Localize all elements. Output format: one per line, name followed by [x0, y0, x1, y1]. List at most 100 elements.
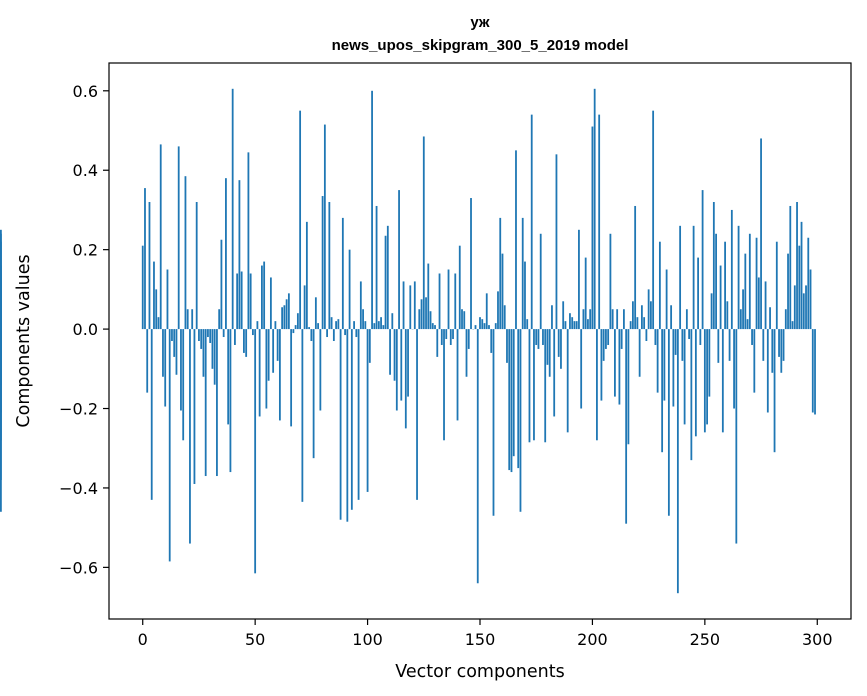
bar	[373, 323, 376, 330]
bar	[670, 305, 673, 330]
bar	[454, 273, 457, 330]
bar	[557, 329, 560, 357]
x-tick-label: 100	[352, 630, 383, 649]
bar	[717, 329, 720, 363]
y-tick-label: −0.2	[59, 400, 98, 419]
bar	[398, 190, 400, 330]
bar	[485, 293, 488, 330]
bar	[418, 309, 421, 330]
y-tick-label: 0.2	[73, 241, 98, 260]
bar	[787, 253, 789, 330]
bar	[247, 152, 250, 330]
bar	[386, 225, 389, 330]
bar	[656, 329, 659, 393]
bar	[425, 297, 427, 330]
bar	[805, 285, 807, 330]
bar	[305, 221, 308, 330]
bar	[195, 202, 198, 330]
bar	[243, 329, 245, 353]
bar	[526, 319, 529, 330]
bar	[658, 241, 661, 330]
x-tick-label: 300	[802, 630, 833, 649]
bar	[730, 209, 733, 330]
bar	[755, 237, 758, 330]
bar	[492, 329, 495, 516]
bar	[229, 329, 232, 473]
bar	[274, 321, 277, 330]
bar	[753, 329, 756, 393]
bar	[326, 329, 328, 338]
bar	[465, 329, 468, 377]
bar	[146, 329, 149, 393]
bar	[382, 325, 385, 330]
bar	[571, 317, 574, 330]
bar	[769, 307, 771, 330]
bar	[400, 329, 403, 401]
bar	[600, 329, 603, 401]
bar	[261, 265, 263, 330]
bar	[773, 329, 776, 453]
x-axis-ticks: 0 50 100 150 200 250 300	[138, 619, 833, 649]
bar	[330, 317, 333, 330]
bar	[780, 329, 783, 373]
bar	[618, 329, 621, 405]
bar	[348, 249, 351, 330]
bar	[560, 329, 562, 369]
bar	[751, 329, 753, 345]
bar	[706, 329, 708, 425]
bars-group	[0, 88, 816, 594]
bar	[474, 325, 477, 330]
bar	[488, 325, 490, 330]
bar	[168, 329, 171, 562]
bar	[719, 265, 722, 330]
bar	[515, 150, 517, 330]
bar	[427, 263, 430, 330]
bar	[278, 329, 281, 421]
x-tick-label: 200	[577, 630, 608, 649]
bar	[269, 277, 272, 330]
bar	[263, 261, 266, 330]
x-axis-label: Vector components	[395, 662, 564, 682]
bar	[645, 329, 648, 341]
bar	[476, 329, 479, 584]
bar	[218, 309, 221, 330]
bar	[193, 329, 196, 484]
bar	[202, 329, 205, 377]
bar	[317, 323, 320, 330]
bar	[782, 329, 785, 361]
bar	[605, 329, 607, 349]
bar	[0, 329, 2, 385]
bar	[674, 329, 677, 355]
bar	[539, 233, 542, 330]
bar	[508, 329, 511, 471]
bar	[535, 329, 538, 345]
bar	[739, 309, 742, 330]
bar	[355, 329, 358, 338]
bar	[431, 323, 434, 330]
bar	[364, 321, 367, 330]
bar	[227, 329, 230, 425]
bar	[537, 329, 540, 349]
bar	[467, 329, 470, 349]
bar	[395, 329, 398, 411]
bar	[272, 329, 275, 373]
bar	[267, 329, 270, 381]
bar	[440, 329, 443, 345]
y-axis-ticks: −0.6 −0.4 −0.2 0.0 0.2 0.4 0.6	[59, 82, 109, 577]
bar	[339, 329, 342, 520]
bar	[245, 329, 248, 357]
bar	[353, 321, 355, 330]
bar	[517, 329, 520, 469]
bar	[312, 329, 315, 459]
bar	[632, 301, 634, 330]
bar	[587, 319, 589, 330]
bar	[663, 329, 666, 401]
bar	[407, 329, 409, 397]
bar	[416, 329, 418, 500]
bar	[328, 202, 331, 330]
bar	[551, 305, 553, 330]
bar	[294, 325, 297, 330]
plot-frame	[108, 62, 852, 620]
bar	[155, 289, 158, 330]
bar	[321, 196, 324, 330]
